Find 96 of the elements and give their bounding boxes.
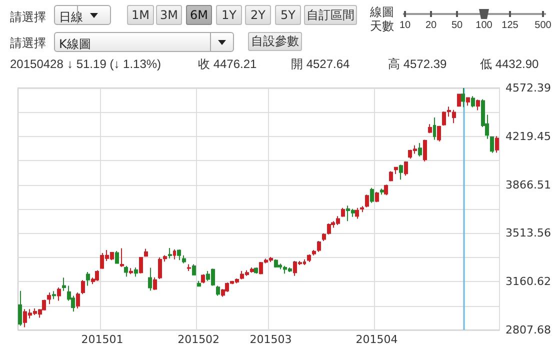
candlestick — [437, 125, 441, 142]
candlestick — [433, 117, 436, 140]
candlestick — [418, 142, 422, 157]
range-button[interactable]: 5Y — [275, 5, 301, 25]
x-tick-label: 201503 — [250, 333, 292, 346]
dropdown-select[interactable]: K線圖 — [54, 32, 234, 52]
candlestick — [76, 292, 80, 309]
candlestick — [158, 256, 162, 280]
candlestick — [307, 254, 311, 262]
candlestick — [404, 160, 408, 176]
candlestick — [384, 184, 388, 196]
candlestick — [168, 247, 172, 259]
text: 20 — [425, 20, 437, 31]
y-tick-label: 3513.56 — [506, 226, 552, 240]
candlestick — [457, 93, 461, 108]
candlestick — [274, 258, 278, 268]
text: 天數 — [370, 19, 394, 33]
y-tick-label: 3866.51 — [506, 178, 552, 192]
text: 500 — [534, 20, 552, 31]
candlestick — [129, 268, 133, 275]
candlestick — [428, 124, 432, 134]
text: 125 — [502, 20, 518, 31]
candlestick — [495, 136, 499, 154]
range-button[interactable]: 自訂區間 — [304, 5, 357, 25]
candlestick — [399, 164, 403, 180]
y-tick-label: 4219.45 — [506, 130, 552, 143]
x-tick-label: 201502 — [178, 333, 220, 346]
candlestick — [365, 194, 369, 208]
candlestick — [124, 265, 128, 278]
candlestick — [18, 290, 22, 326]
candlestick — [380, 188, 384, 196]
candlestick — [461, 88, 465, 108]
range-button[interactable]: 2Y — [245, 5, 271, 25]
text: 100 — [476, 20, 492, 31]
candlestick — [389, 170, 393, 182]
text: 50 — [451, 20, 463, 31]
candlestick — [471, 96, 475, 108]
candlestick — [139, 256, 143, 274]
candlestick — [192, 264, 196, 276]
candlestick — [423, 139, 427, 162]
range-button[interactable]: 1M — [127, 5, 154, 25]
candlestick — [86, 271, 90, 286]
candlestick — [375, 191, 379, 203]
candlestick — [187, 264, 191, 272]
candlestick — [81, 280, 85, 295]
candlestick — [341, 207, 345, 218]
candlestick — [394, 166, 398, 175]
text: 開 4527.64 — [291, 57, 350, 71]
candlestick — [250, 267, 254, 274]
candlestick — [177, 248, 181, 261]
y-tick-label: 2807.68 — [506, 324, 552, 336]
candlestick — [254, 267, 258, 274]
x-tick-label: 201504 — [356, 333, 398, 346]
candlestick — [173, 248, 176, 260]
candlestick — [490, 136, 494, 154]
candlestick — [476, 99, 480, 111]
range-button[interactable]: 1Y — [216, 5, 242, 25]
candlestick — [370, 187, 374, 204]
text: 20150428 — [10, 57, 64, 71]
text: 收 4476.21 — [198, 57, 257, 71]
text: 請選擇 — [10, 36, 46, 50]
candlestick — [201, 274, 205, 284]
y-tick-label: 3160.62 — [506, 275, 552, 288]
candlestick — [163, 254, 167, 262]
y-tick-label: 4572.39 — [506, 82, 552, 94]
candlestick — [47, 292, 51, 305]
candlestick — [360, 206, 364, 213]
candlestick — [317, 240, 321, 252]
range-button[interactable]: 自設參數 — [248, 32, 302, 51]
candlestick — [197, 280, 201, 287]
x-tick-label: 201501 — [81, 333, 124, 346]
candlestick — [216, 285, 220, 296]
candlestick — [182, 254, 186, 264]
candlestick — [120, 248, 124, 268]
candlestick — [144, 248, 148, 258]
text: 低 4432.90 — [480, 57, 539, 71]
candlestick — [153, 276, 157, 290]
text: 線圖 — [370, 5, 394, 19]
candlestick — [52, 290, 56, 300]
text: 高 4572.39 — [388, 57, 447, 71]
range-button[interactable]: 3M — [156, 5, 182, 25]
candlestick — [115, 250, 119, 264]
text: ↓ 51.19 (↓ 1.13%) — [67, 57, 162, 71]
candlestick — [134, 267, 138, 278]
candlestick — [327, 223, 331, 235]
candlestick — [148, 267, 152, 292]
range-button[interactable]: 6M — [186, 5, 212, 25]
candlestick — [322, 232, 326, 242]
candlestick — [466, 97, 470, 106]
candlestick — [95, 270, 99, 282]
text: 10 — [399, 20, 411, 31]
text: 請選擇 — [10, 10, 46, 24]
candlestick — [355, 207, 359, 220]
candlestick — [57, 286, 61, 302]
candlestick — [62, 277, 66, 292]
candlestick — [312, 250, 316, 256]
